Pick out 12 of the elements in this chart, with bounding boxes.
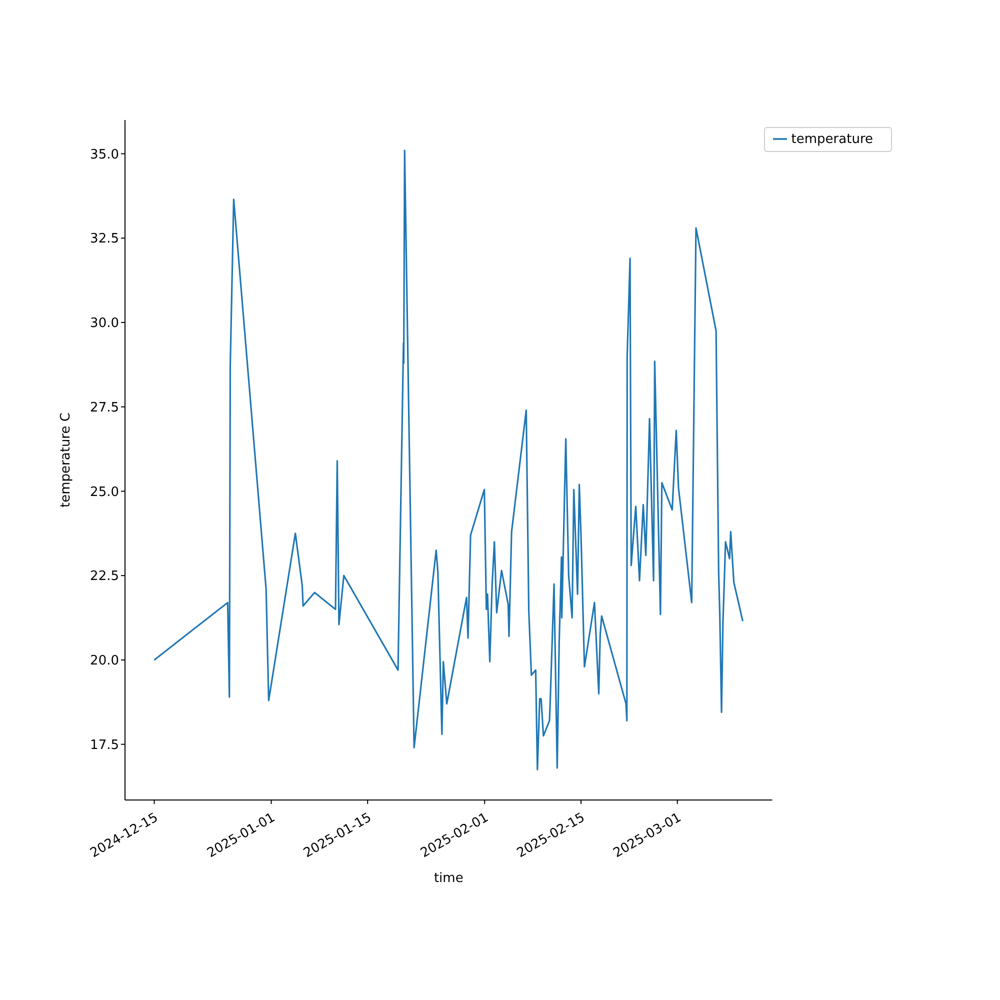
y-tick-label: 27.5 [90,400,119,416]
x-axis-title: time [434,871,464,886]
legend-label: temperature [791,132,873,147]
y-tick-label: 30.0 [90,316,119,332]
y-tick-label: 22.5 [90,569,119,584]
y-tick-label: 32.5 [90,232,119,247]
y-tick-label: 35.0 [90,147,119,162]
y-tick-label: 25.0 [90,484,119,500]
y-axis-title: temperature C [58,412,74,508]
y-tick-label: 17.5 [90,738,119,753]
y-tick-label: 20.0 [90,654,119,669]
line-series [153,150,744,770]
